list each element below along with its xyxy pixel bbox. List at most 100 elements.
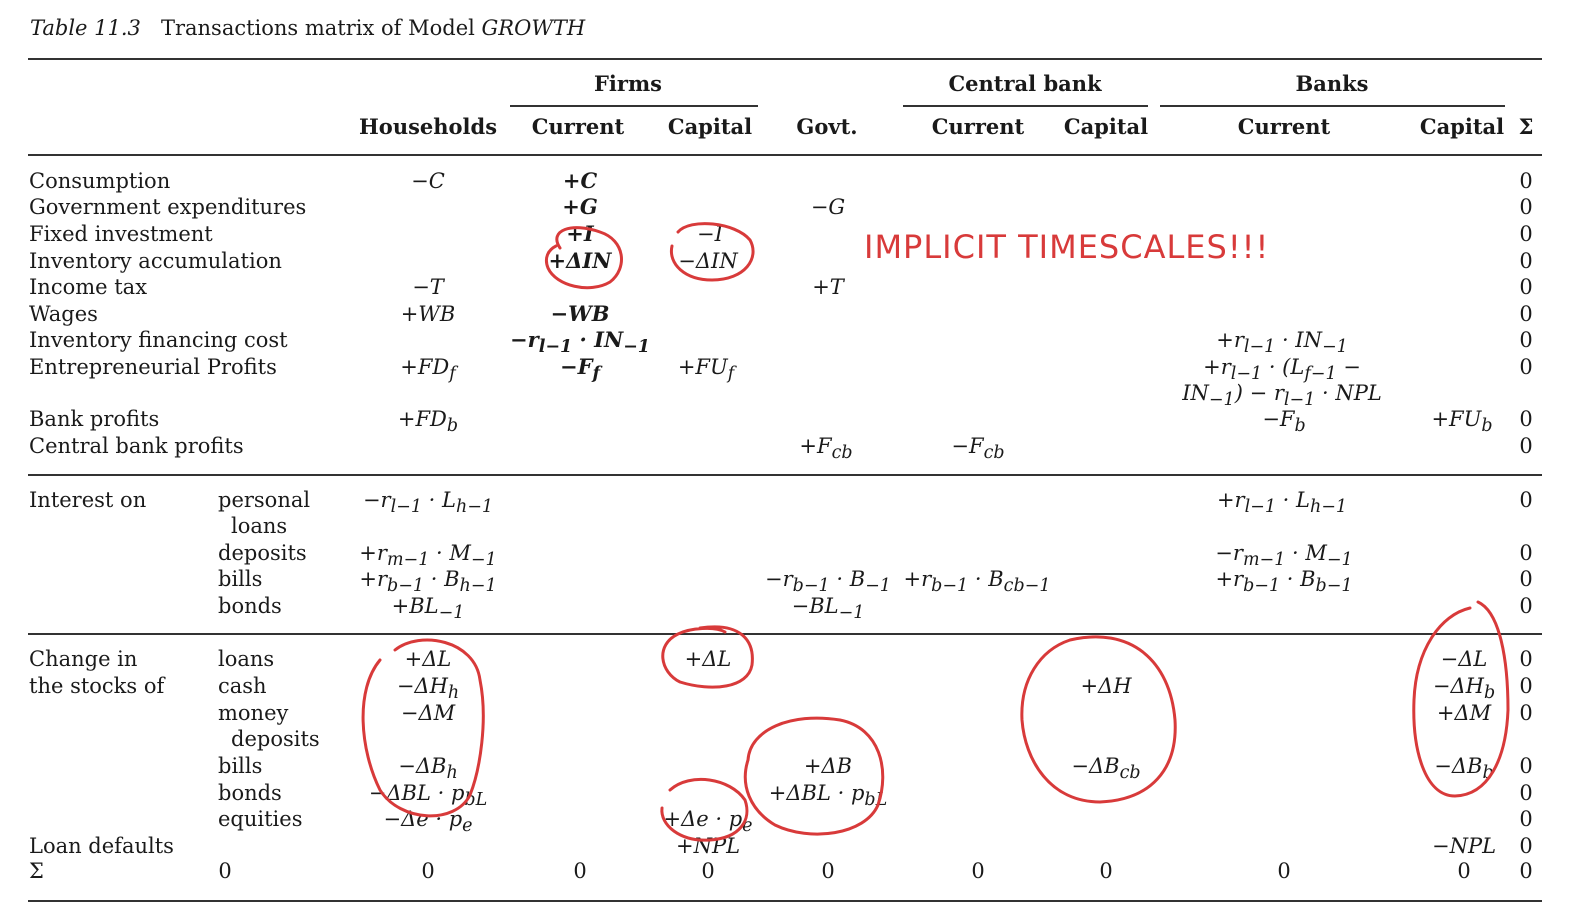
- section-rule-1: [28, 474, 1542, 476]
- cell: IN−1) − rl−1 · NPL: [1182, 381, 1382, 411]
- banks-underline: [1160, 105, 1505, 107]
- sigma-zero: 0: [1519, 834, 1533, 858]
- sigma-zero: 0: [1519, 754, 1533, 778]
- row-cb-profits: Central bank profits: [29, 434, 244, 458]
- sigma-zero: 0: [1519, 222, 1533, 246]
- cell: −ΔM: [400, 701, 456, 725]
- col-sigma: Σ: [1518, 114, 1534, 139]
- cell: −BL−1: [791, 594, 865, 624]
- cell: +rb−1 · Bb−1: [1215, 567, 1353, 597]
- sigma-row-zero: 0: [701, 859, 715, 883]
- col-banks-capital: Capital: [1419, 114, 1505, 139]
- sigma-row-zero: 0: [218, 859, 232, 883]
- row-bills: bills: [218, 567, 263, 591]
- cell: +FDb: [397, 407, 459, 437]
- sigma-zero: 0: [1519, 541, 1533, 565]
- row-income-tax: Income tax: [29, 275, 148, 299]
- group-banks: Banks: [1295, 71, 1369, 96]
- row-cash: cash: [218, 674, 267, 698]
- table-title: Table 11.3 Transactions matrix of Model …: [30, 16, 585, 40]
- cell: +WB: [400, 302, 456, 326]
- col-banks-current: Current: [1237, 114, 1331, 139]
- row-fixed-investment: Fixed investment: [29, 222, 213, 246]
- cell: +ΔIN: [548, 248, 612, 273]
- cell: −Fcb: [951, 434, 1005, 464]
- cell: −ΔL: [1440, 647, 1488, 671]
- cell: +rl−1 · IN−1: [1216, 328, 1348, 358]
- cell: +ΔBL · pbL: [768, 781, 888, 811]
- row-loan-defaults: Loan defaults: [29, 834, 174, 858]
- sigma-zero: 0: [1519, 407, 1533, 431]
- row-money-deposits: deposits: [231, 727, 320, 751]
- cell: −rl−1 · IN−1: [510, 327, 650, 358]
- cell: +rb−1 · Bh−1: [359, 567, 497, 597]
- cell: −I: [697, 222, 723, 246]
- row-money: money: [218, 701, 289, 725]
- cell: +ΔM: [1436, 701, 1492, 725]
- group-firms: Firms: [594, 71, 662, 96]
- sigma-zero: 0: [1519, 434, 1533, 458]
- cell: −NPL: [1431, 834, 1497, 858]
- row-consumption: Consumption: [29, 169, 171, 193]
- row-personal-loans: loans: [231, 514, 288, 538]
- row-gov-exp: Government expenditures: [29, 195, 307, 219]
- col-firms-current: Current: [531, 114, 625, 139]
- cell: −Ff: [559, 354, 601, 385]
- firms-underline: [510, 105, 758, 107]
- sigma-row-zero: 0: [1277, 859, 1291, 883]
- sigma-row-zero: 0: [1457, 859, 1471, 883]
- cell: +rm−1 · M−1: [359, 541, 497, 571]
- row-bank-profits: Bank profits: [29, 407, 160, 431]
- cell: +C: [562, 168, 598, 193]
- row-entrepreneurial-profits: Entrepreneurial Profits: [29, 355, 277, 379]
- cell: +NPL: [675, 834, 741, 858]
- cell: −ΔIN: [678, 249, 738, 273]
- cell: −Δe · pe: [383, 807, 473, 837]
- col-cb-capital: Capital: [1063, 114, 1149, 139]
- sigma-zero: 0: [1519, 647, 1533, 671]
- sigma-zero: 0: [1519, 355, 1533, 379]
- cell: +ΔL: [684, 647, 732, 671]
- sigma-row-zero: 0: [971, 859, 985, 883]
- row-inventory-accumulation: Inventory accumulation: [29, 249, 282, 273]
- row-wages: Wages: [29, 302, 98, 326]
- section-rule-2: [28, 633, 1542, 635]
- row-stocks-of: the stocks of: [29, 674, 165, 698]
- cell: +ΔB: [803, 754, 853, 778]
- row-bonds: bonds: [218, 594, 282, 618]
- col-cb-current: Current: [931, 114, 1025, 139]
- cell: +rl−1 · (Lf−1 −: [1203, 355, 1361, 385]
- cell: −WB: [550, 301, 610, 326]
- row-bonds-stock: bonds: [218, 781, 282, 805]
- row-interest-on: Interest on: [29, 488, 147, 512]
- cell: +ΔL: [404, 647, 452, 671]
- sigma-row-zero: 0: [821, 859, 835, 883]
- row-loans: loans: [218, 647, 275, 671]
- cell: −rm−1 · M−1: [1215, 541, 1353, 571]
- cell: +Fcb: [799, 434, 853, 464]
- cell: +BL−1: [391, 594, 465, 624]
- cell: −rl−1 · Lh−1: [362, 488, 494, 518]
- cell: −ΔBcb: [1071, 754, 1141, 784]
- cell: +FUb: [1431, 407, 1493, 437]
- cell: −ΔBb: [1434, 754, 1494, 784]
- row-personal: personal: [218, 488, 311, 512]
- cell: −G: [810, 195, 846, 219]
- table-caption: Transactions matrix of Model: [160, 16, 482, 40]
- cell: +ΔH: [1080, 674, 1132, 698]
- sigma-zero: 0: [1519, 701, 1533, 725]
- row-bills-stock: bills: [218, 754, 263, 778]
- col-households: Households: [358, 114, 498, 139]
- table-label: Table 11.3: [30, 16, 141, 40]
- top-rule: [28, 58, 1542, 60]
- sigma-zero: 0: [1519, 594, 1533, 618]
- sigma-zero: 0: [1519, 859, 1533, 883]
- cell: +rb−1 · Bcb−1: [903, 567, 1051, 597]
- bottom-rule: [28, 900, 1542, 902]
- group-central-bank: Central bank: [948, 71, 1102, 96]
- cell: +FDf: [400, 355, 456, 385]
- annotation-text: IMPLICIT TIMESCALES!!!: [864, 228, 1270, 266]
- sigma-zero: 0: [1519, 674, 1533, 698]
- sigma-zero: 0: [1519, 169, 1533, 193]
- cb-underline: [903, 105, 1148, 107]
